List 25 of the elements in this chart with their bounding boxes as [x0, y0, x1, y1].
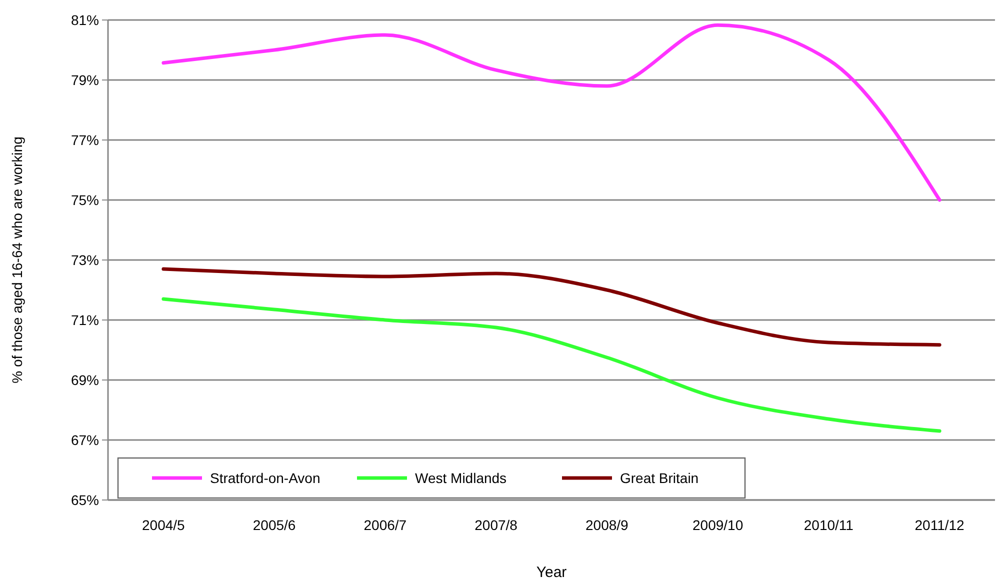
y-tick-label: 71% — [70, 312, 99, 328]
x-tick-label: 2006/7 — [364, 517, 407, 533]
line-series — [162, 267, 942, 347]
y-tick-label: 69% — [70, 372, 99, 388]
x-tick-label: 2009/10 — [692, 517, 744, 533]
legend-label: Stratford-on-Avon — [210, 470, 320, 486]
y-tick-label: 75% — [70, 192, 99, 208]
x-tick-label: 2007/8 — [474, 517, 518, 533]
x-tick-label: 2011/12 — [914, 517, 965, 533]
y-tick-label: 73% — [70, 252, 99, 268]
x-tick-label: 2010/11 — [804, 517, 854, 533]
y-tick-label: 65% — [70, 492, 99, 508]
y-tick-label: 81% — [70, 12, 99, 28]
x-tick-label: 2005/6 — [252, 517, 296, 533]
legend-label: West Midlands — [415, 470, 507, 486]
y-tick-label: 79% — [70, 72, 99, 88]
x-tick-label: 2008/9 — [586, 517, 629, 533]
y-tick-label: 77% — [70, 132, 99, 148]
x-axis-title: Year — [536, 564, 567, 581]
line-series — [162, 297, 942, 433]
x-tick-label: 2004/5 — [142, 517, 186, 533]
y-axis-title: % of those aged 16-64 who are working — [9, 136, 25, 384]
y-tick-label: 67% — [70, 432, 99, 448]
legend-label: Great Britain — [620, 470, 699, 486]
line-series — [162, 23, 942, 202]
